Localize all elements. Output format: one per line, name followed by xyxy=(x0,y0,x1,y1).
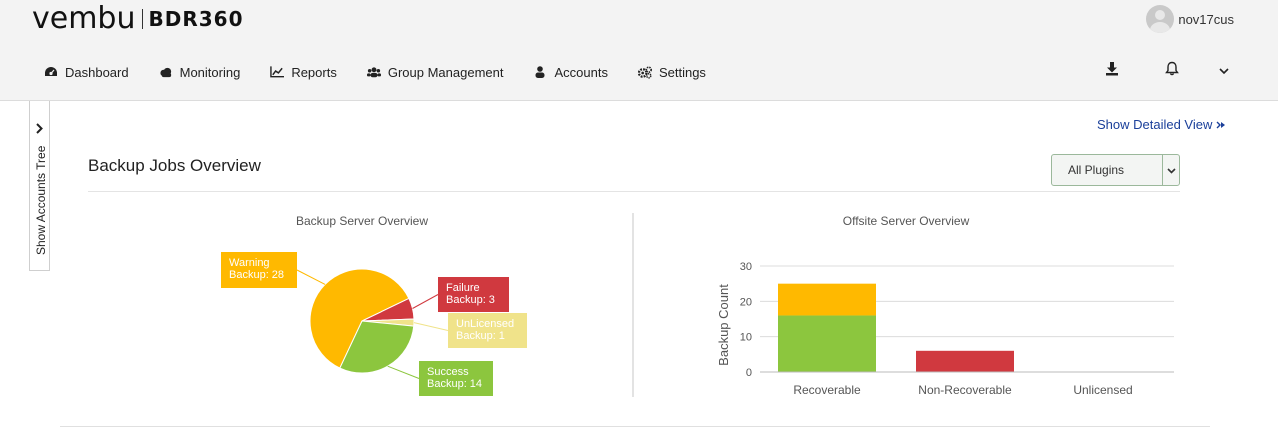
pie-label-text: Backup: 14 xyxy=(427,378,482,390)
pie-label-text: Backup: 1 xyxy=(456,330,505,342)
backup-server-chart-title: Backup Server Overview xyxy=(295,214,429,228)
user-menu[interactable]: nov17cus xyxy=(1146,5,1234,33)
pie-label-box xyxy=(448,313,527,348)
y-tick-label: 30 xyxy=(740,261,752,273)
x-tick-label: Unlicensed xyxy=(1073,383,1132,397)
nav-label: Reports xyxy=(291,64,337,80)
notifications-button[interactable] xyxy=(1161,60,1183,82)
pie-label-text: Success xyxy=(427,366,469,378)
plugin-filter-value: All Plugins xyxy=(1068,163,1125,177)
nav-label: Dashboard xyxy=(65,64,129,80)
pie-label-connector xyxy=(413,322,449,331)
pie-slice-success-backup[interactable] xyxy=(339,320,415,374)
nav-dashboard[interactable]: Dashboard xyxy=(44,65,129,80)
y-tick-label: 20 xyxy=(740,296,752,308)
double-chevron-right-icon xyxy=(1216,117,1226,132)
title-divider xyxy=(88,191,1180,192)
gears-icon xyxy=(637,65,652,79)
select-caret xyxy=(1162,155,1179,185)
nav-group-management[interactable]: Group Management xyxy=(366,64,504,80)
dashboard-icon xyxy=(44,65,58,79)
y-axis-label: Backup Count xyxy=(716,284,731,366)
pie-label-box xyxy=(221,252,297,288)
pie-label-box xyxy=(419,361,493,396)
line-chart-icon xyxy=(270,65,285,79)
pie-label-connector xyxy=(412,294,439,309)
nav-label: Monitoring xyxy=(179,64,241,80)
user-icon xyxy=(533,65,547,79)
chevron-right-icon xyxy=(34,121,45,139)
logo-separator xyxy=(141,9,143,29)
cloud-icon xyxy=(159,65,173,79)
avatar[interactable] xyxy=(1146,5,1175,33)
username[interactable]: nov17cus xyxy=(1178,11,1234,27)
nav-label: Accounts xyxy=(554,64,608,80)
main-nav: Dashboard Monitoring Reports Group Manag… xyxy=(44,62,736,82)
plugin-filter-select[interactable]: All Plugins xyxy=(1051,154,1180,186)
pie-label-text: Failure xyxy=(446,282,480,294)
show-accounts-tree-label: Show Accounts Tree xyxy=(34,145,48,255)
bar-segment-non-recoverable[interactable] xyxy=(916,350,1014,372)
brand-logo[interactable]: vembu BDR360 xyxy=(32,4,244,34)
offsite-server-bar-chart: 0 10 20 30 Backup Count Recoverable Non-Recove… xyxy=(716,261,1174,397)
logo-text: vembu xyxy=(32,1,136,36)
chevron-down-icon xyxy=(1219,62,1229,80)
offsite-server-chart-title: Offsite Server Overview xyxy=(842,214,970,228)
page-title: Backup Jobs Overview xyxy=(88,156,261,175)
nav-reports[interactable]: Reports xyxy=(270,65,337,80)
download-button[interactable] xyxy=(1101,60,1123,82)
pie-label-box xyxy=(438,277,509,312)
show-accounts-tree-tab[interactable]: Show Accounts Tree xyxy=(29,101,50,271)
header-actions xyxy=(0,60,1278,82)
pie-label-text: Warning xyxy=(229,257,270,269)
nav-accounts[interactable]: Accounts xyxy=(533,64,608,80)
nav-settings[interactable]: Settings xyxy=(637,64,706,80)
chart-divider xyxy=(632,213,634,397)
more-menu-button[interactable] xyxy=(1213,60,1235,82)
top-header: vembu BDR360 nov17cus Dashboard Monitori… xyxy=(0,0,1278,101)
bottom-divider xyxy=(60,426,1210,427)
nav-label: Settings xyxy=(658,64,706,80)
detail-link-label: Show Detailed View xyxy=(1096,117,1213,132)
y-tick-label: 10 xyxy=(740,332,752,344)
product-name: BDR360 xyxy=(148,7,244,31)
bar-segment-recoverable[interactable] xyxy=(778,283,876,316)
chevron-down-icon xyxy=(1166,161,1176,179)
pie-label-connector xyxy=(296,269,326,285)
y-tick-label: 0 xyxy=(746,367,752,379)
nav-label: Group Management xyxy=(387,64,504,80)
users-icon xyxy=(366,65,381,79)
pie-label-text: UnLicensed xyxy=(456,318,514,330)
bar-segment-recoverable[interactable] xyxy=(778,315,876,372)
pie-label-text: Backup: 3 xyxy=(446,294,495,306)
pie-label-text: Backup: 28 xyxy=(229,269,284,281)
x-tick-label: Recoverable xyxy=(793,383,861,397)
bell-icon xyxy=(1165,61,1179,81)
pie-label-connector xyxy=(387,365,420,379)
show-detailed-view-link[interactable]: Show Detailed View xyxy=(1097,117,1226,132)
nav-monitoring[interactable]: Monitoring xyxy=(159,64,241,80)
download-icon xyxy=(1105,61,1119,81)
x-tick-label: Non-Recoverable xyxy=(918,383,1012,397)
